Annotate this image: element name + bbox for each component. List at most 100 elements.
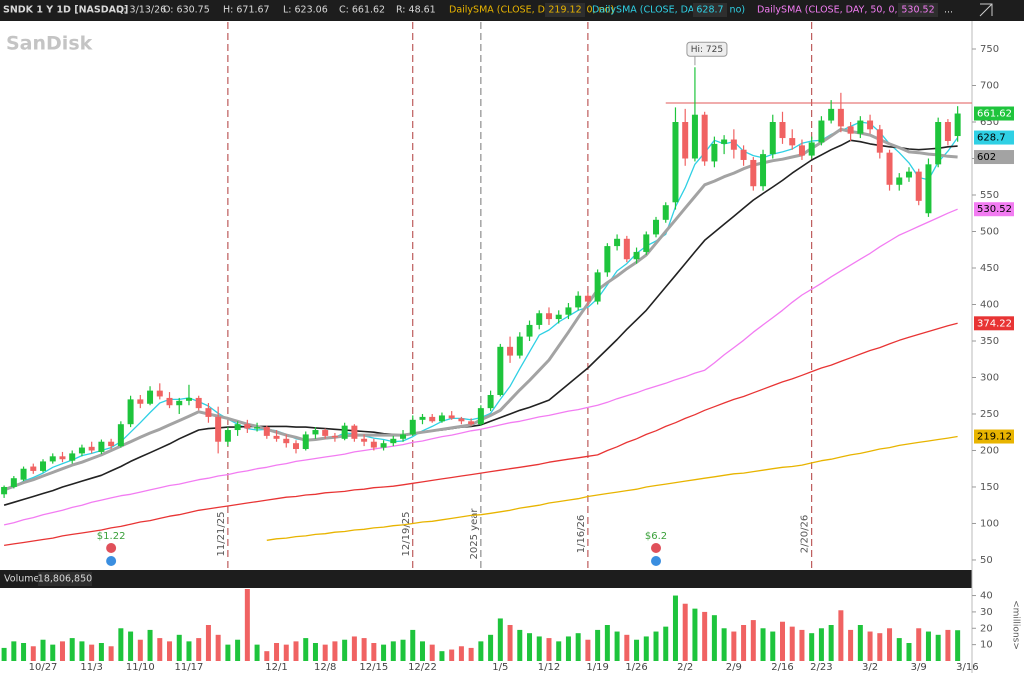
divider-label: 1/16/26	[576, 515, 587, 554]
candle-body	[828, 108, 835, 121]
candle-body	[760, 154, 767, 187]
volume-tick-label: 10	[980, 640, 993, 651]
volume-bar	[11, 641, 17, 661]
volume-bar	[575, 633, 581, 661]
candle-body	[614, 238, 621, 247]
volume-bar	[449, 649, 455, 661]
volume-bar	[176, 634, 182, 661]
candle-body	[20, 468, 27, 480]
volume-bar	[877, 633, 883, 661]
volume-bar	[711, 615, 717, 661]
more: ...	[944, 5, 953, 16]
study-value: 530.52	[901, 5, 934, 16]
candle-body	[925, 164, 932, 214]
candle-body	[662, 205, 669, 220]
volume-bar	[458, 646, 464, 661]
x-tick-label: 12/1	[265, 662, 287, 673]
candle-body	[750, 159, 757, 187]
volume-bar	[624, 634, 630, 661]
candle-body	[40, 461, 47, 471]
candle-body	[156, 390, 163, 397]
volume-bar	[118, 628, 124, 661]
candle-body	[954, 113, 961, 137]
candle-body	[575, 295, 582, 308]
dividend-icon	[106, 556, 117, 566]
volume-value: 18,806,850	[38, 574, 92, 585]
candle-body	[594, 272, 601, 302]
volume-bar	[244, 589, 250, 661]
value-box	[974, 150, 1014, 165]
volume-bar	[215, 634, 221, 661]
value-box-label: 628.7	[977, 133, 1006, 144]
candle-body	[78, 447, 85, 454]
candle-body	[555, 314, 562, 320]
y-tick-label: 700	[980, 81, 999, 92]
candle-body	[331, 435, 338, 438]
sma-line	[4, 322, 958, 547]
candle-body	[293, 443, 299, 450]
volume-bar	[89, 644, 95, 661]
candle-body	[49, 456, 56, 462]
value-box	[974, 202, 1014, 217]
candle-body	[867, 120, 874, 130]
candle-body	[905, 171, 912, 178]
candle-body	[876, 129, 883, 153]
candle-body	[497, 346, 504, 396]
volume-bar	[925, 631, 931, 661]
x-tick-label: 2/2	[677, 662, 693, 673]
volume-bar	[137, 639, 143, 661]
candle-body	[886, 152, 893, 185]
volume-bar	[789, 626, 795, 661]
volume-bar	[945, 629, 951, 661]
volume-bar	[702, 611, 708, 661]
study-value-box	[898, 3, 938, 17]
volume-bar	[780, 621, 785, 661]
study-name: DailySMA (CLOSE, DAY, 5, 0, no)	[592, 5, 745, 16]
value-box	[974, 429, 1014, 444]
candle-body	[88, 446, 95, 451]
volume-bar	[167, 641, 173, 661]
volume-bar	[887, 628, 893, 661]
candle-body	[536, 313, 543, 325]
dividend-icon	[651, 556, 662, 566]
y-tick-label: 350	[980, 336, 999, 347]
y-tick-label: 250	[980, 409, 999, 420]
volume-bar	[760, 628, 766, 661]
volume-bar	[128, 631, 134, 661]
volume-bar	[21, 643, 27, 661]
value-box	[974, 130, 1014, 145]
date: D: 3/13/26	[116, 5, 166, 16]
candle-body	[740, 149, 747, 160]
earnings-icon	[106, 543, 117, 553]
candle-body	[857, 120, 864, 134]
candle-body	[224, 430, 231, 442]
volume-bar	[721, 628, 727, 661]
volume-bar	[283, 644, 289, 661]
volume-bar	[750, 620, 756, 661]
candle-body	[137, 399, 144, 404]
volume-title: Volume	[4, 574, 39, 585]
volume-bar	[157, 638, 163, 661]
open: O: 630.75	[163, 5, 210, 16]
volume-bar	[147, 629, 153, 661]
expand-icon[interactable]	[979, 3, 993, 17]
volume-bar	[565, 636, 571, 661]
value-box-label: 219.12	[977, 432, 1012, 443]
candle-body	[176, 400, 183, 406]
candle-body	[59, 456, 66, 460]
candle-body	[254, 427, 261, 429]
volume-bar	[818, 628, 824, 661]
value-box-label: 374.22	[977, 318, 1012, 329]
candle-body	[10, 478, 17, 487]
volume-bar	[274, 643, 280, 661]
x-tick-label: 11/10	[126, 662, 155, 673]
x-tick-label: 3/2	[862, 662, 878, 673]
candle-body	[798, 145, 805, 156]
close: C: 661.62	[339, 5, 385, 16]
volume-bar	[410, 629, 416, 661]
candle-body	[633, 251, 640, 260]
candle-body	[789, 138, 796, 146]
watermark: SanDisk	[6, 33, 93, 55]
